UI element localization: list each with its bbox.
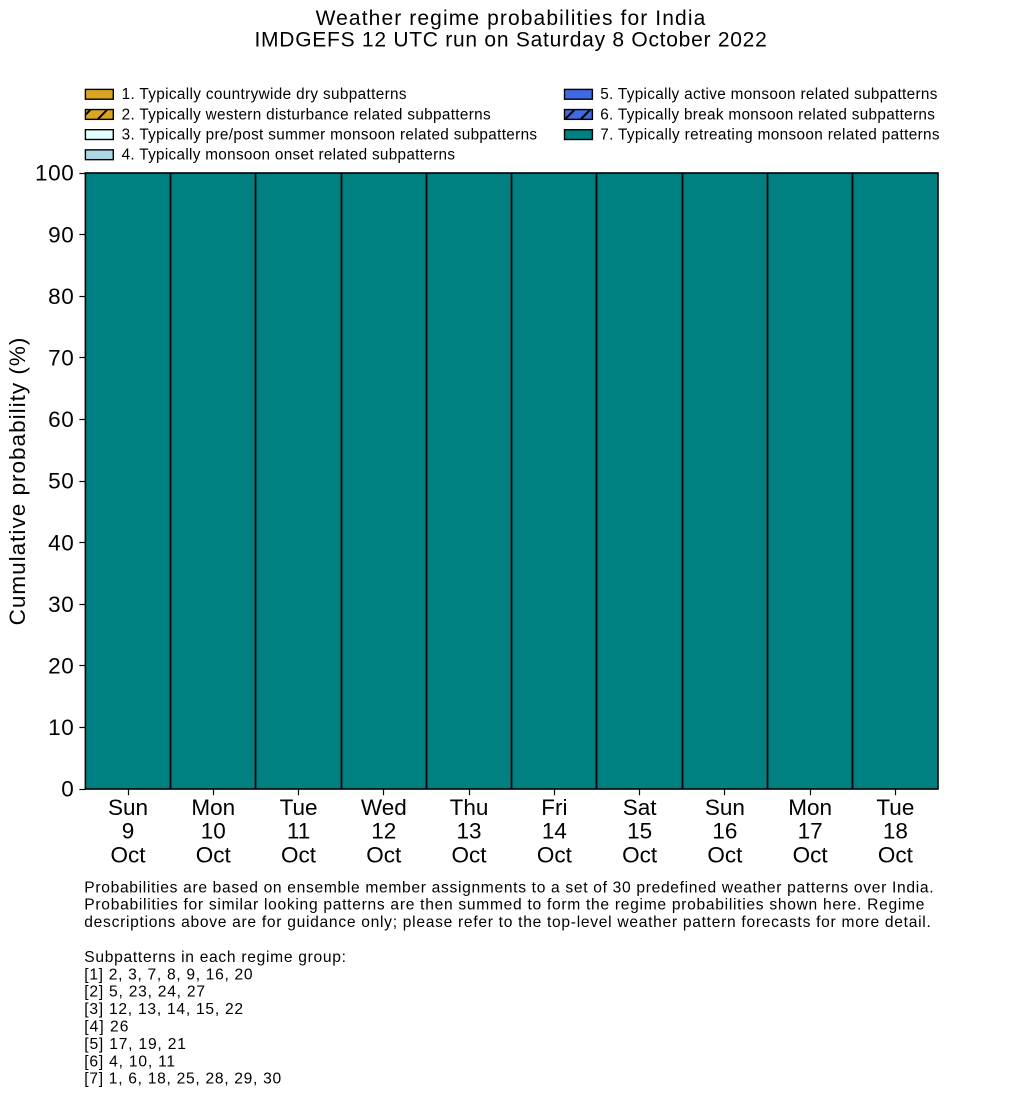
svg-text:Tue: Tue [876,795,914,820]
svg-text:Mon: Mon [191,795,235,820]
svg-text:Tue: Tue [280,795,318,820]
svg-text:15: 15 [627,818,652,843]
svg-text:3. Typically pre/post summer m: 3. Typically pre/post summer monsoon rel… [122,127,538,144]
svg-text:90: 90 [48,222,74,247]
svg-text:16: 16 [712,818,737,843]
svg-text:60: 60 [48,407,74,432]
svg-text:Sat: Sat [623,795,658,820]
svg-text:20: 20 [48,654,74,679]
svg-text:[6] 4, 10, 11: [6] 4, 10, 11 [84,1053,176,1070]
svg-text:Oct: Oct [196,842,232,867]
svg-text:4. Typically monsoon onset rel: 4. Typically monsoon onset related subpa… [122,147,456,164]
svg-text:100: 100 [35,161,74,186]
svg-text:17: 17 [798,818,823,843]
svg-text:Sun: Sun [108,795,148,820]
svg-text:[2] 5, 23, 24, 27: [2] 5, 23, 24, 27 [84,984,205,1001]
svg-text:[7] 1, 6, 18, 25, 28, 29, 30: [7] 1, 6, 18, 25, 28, 29, 30 [84,1071,282,1088]
svg-text:2. Typically western disturban: 2. Typically western disturbance related… [122,106,491,123]
svg-text:[5] 17, 19, 21: [5] 17, 19, 21 [84,1036,186,1053]
svg-text:30: 30 [48,592,74,617]
svg-text:Weather regime probabilities f: Weather regime probabilities for India [316,7,707,30]
svg-text:Oct: Oct [707,842,743,867]
svg-text:6. Typically break monsoon rel: 6. Typically break monsoon related subpa… [600,106,935,123]
svg-text:IMDGEFS 12 UTC run on Saturday: IMDGEFS 12 UTC run on Saturday 8 October… [254,29,767,52]
svg-text:Oct: Oct [281,842,317,867]
svg-text:Oct: Oct [537,842,573,867]
svg-text:18: 18 [883,818,908,843]
svg-text:Thu: Thu [450,795,489,820]
svg-text:40: 40 [48,530,74,555]
svg-text:Fri: Fri [541,795,567,820]
svg-text:Oct: Oct [793,842,829,867]
svg-text:5. Typically active monsoon re: 5. Typically active monsoon related subp… [600,86,938,103]
svg-text:80: 80 [48,284,74,309]
svg-text:[4] 26: [4] 26 [84,1019,129,1036]
svg-text:70: 70 [48,346,74,371]
svg-text:Oct: Oct [452,842,488,867]
svg-text:Probabilities for similar look: Probabilities for similar looking patter… [84,897,925,914]
svg-text:[3] 12, 13, 14, 15, 22: [3] 12, 13, 14, 15, 22 [84,1001,244,1018]
svg-text:0: 0 [61,777,74,802]
svg-text:14: 14 [542,818,567,843]
svg-text:Subpatterns in each regime gro: Subpatterns in each regime group: [84,949,346,966]
svg-text:Oct: Oct [366,842,402,867]
svg-text:11: 11 [287,818,310,843]
svg-text:Sun: Sun [705,795,745,820]
svg-text:50: 50 [48,469,74,494]
svg-text:7. Typically retreating monsoo: 7. Typically retreating monsoon related … [600,127,940,144]
svg-text:10: 10 [201,818,226,843]
svg-text:1. Typically countrywide dry s: 1. Typically countrywide dry subpatterns [122,86,407,103]
svg-text:Oct: Oct [111,842,147,867]
svg-text:Mon: Mon [788,795,832,820]
svg-text:10: 10 [48,715,74,740]
svg-text:Oct: Oct [622,842,658,867]
svg-text:Cumulative probability (%): Cumulative probability (%) [5,337,30,626]
svg-text:12: 12 [371,818,396,843]
svg-text:Probabilities are based on ens: Probabilities are based on ensemble memb… [84,879,934,896]
svg-text:9: 9 [122,818,135,843]
svg-text:Oct: Oct [878,842,914,867]
svg-text:descriptions above are for gui: descriptions above are for guidance only… [84,914,931,931]
svg-text:Wed: Wed [361,795,407,820]
svg-text:[1] 2, 3, 7, 8, 9, 16, 20: [1] 2, 3, 7, 8, 9, 16, 20 [84,966,253,983]
svg-text:13: 13 [457,818,482,843]
